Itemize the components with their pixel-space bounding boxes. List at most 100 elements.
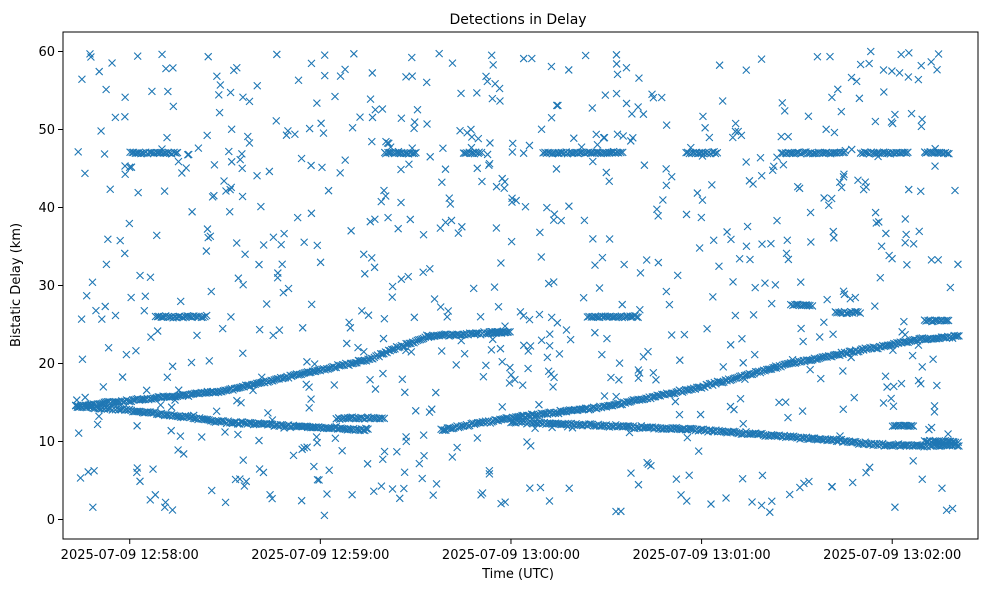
- data-point: [379, 334, 388, 343]
- data-point: [519, 341, 528, 350]
- data-point: [806, 208, 815, 217]
- data-point: [111, 113, 120, 122]
- data-point: [900, 148, 909, 157]
- data-point: [542, 203, 551, 212]
- data-point: [665, 300, 674, 309]
- data-point: [175, 391, 183, 400]
- data-point: [430, 295, 439, 303]
- data-point: [918, 475, 927, 484]
- data-point: [770, 363, 779, 372]
- data-point: [176, 413, 185, 421]
- data-point: [278, 260, 287, 269]
- data-point: [387, 345, 396, 354]
- data-point: [284, 126, 292, 135]
- data-point: [134, 188, 143, 197]
- data-point: [880, 442, 889, 450]
- data-point: [719, 362, 728, 371]
- data-point: [566, 335, 575, 344]
- data-point: [847, 73, 856, 82]
- data-point: [749, 180, 757, 188]
- data-point: [916, 187, 925, 196]
- data-point: [746, 430, 755, 439]
- data-point: [888, 67, 896, 75]
- data-point: [125, 219, 134, 228]
- data-point: [861, 178, 870, 187]
- data-point: [854, 176, 862, 185]
- data-point: [524, 347, 533, 355]
- data-point: [255, 465, 264, 473]
- data-point: [598, 253, 607, 262]
- data-point: [705, 133, 714, 142]
- data-point: [616, 507, 625, 516]
- data-point: [404, 272, 413, 281]
- data-point: [673, 271, 682, 280]
- data-point: [855, 94, 864, 103]
- data-point: [813, 52, 822, 61]
- data-point: [381, 192, 390, 200]
- data-point: [394, 224, 403, 233]
- data-point: [634, 480, 643, 489]
- data-point: [865, 59, 874, 68]
- data-point: [909, 240, 918, 248]
- data-point: [349, 359, 358, 368]
- data-point: [113, 398, 121, 406]
- data-point: [197, 433, 206, 441]
- data-point: [891, 503, 899, 512]
- data-point: [210, 160, 219, 169]
- data-point: [589, 421, 598, 430]
- data-point: [777, 432, 785, 441]
- data-point: [619, 132, 628, 140]
- data-point: [929, 355, 937, 364]
- data-point: [216, 387, 225, 396]
- data-point: [424, 333, 433, 342]
- data-point: [761, 279, 769, 287]
- data-point: [657, 390, 666, 399]
- data-point: [482, 72, 490, 81]
- data-point: [902, 230, 911, 239]
- data-point: [136, 271, 144, 280]
- data-point: [715, 262, 723, 271]
- x-tick-label: 2025-07-09 13:01:00: [633, 548, 771, 563]
- data-point: [576, 405, 585, 414]
- data-point: [202, 389, 210, 397]
- data-point: [519, 149, 528, 158]
- data-point: [945, 149, 953, 158]
- data-point: [639, 110, 648, 119]
- y-tick-label: 50: [38, 123, 55, 138]
- data-point: [444, 307, 453, 315]
- data-point: [209, 191, 218, 200]
- data-point: [143, 408, 152, 416]
- data-point: [927, 57, 936, 66]
- data-point: [627, 469, 635, 478]
- data-point: [779, 160, 788, 169]
- data-point: [569, 134, 578, 143]
- data-point: [516, 307, 525, 316]
- data-point: [888, 442, 897, 450]
- data-point: [759, 366, 768, 375]
- data-point: [634, 366, 643, 374]
- data-point: [474, 134, 483, 143]
- data-point: [601, 91, 610, 100]
- data-point: [368, 69, 377, 77]
- data-point: [489, 61, 498, 69]
- data-point: [419, 431, 428, 440]
- data-point: [927, 423, 936, 432]
- data-point: [254, 379, 263, 388]
- data-point: [847, 145, 856, 154]
- data-point: [799, 337, 808, 346]
- data-point: [784, 413, 792, 422]
- data-point: [314, 423, 323, 431]
- data-point: [363, 459, 372, 468]
- data-point: [102, 260, 111, 269]
- data-point: [543, 353, 552, 362]
- data-point: [652, 205, 661, 214]
- data-point: [607, 373, 615, 382]
- data-point: [780, 106, 789, 115]
- data-point: [242, 477, 251, 486]
- data-point: [523, 438, 531, 446]
- data-point: [101, 302, 110, 311]
- data-point: [120, 249, 129, 258]
- data-point: [783, 236, 792, 245]
- data-point: [672, 475, 681, 483]
